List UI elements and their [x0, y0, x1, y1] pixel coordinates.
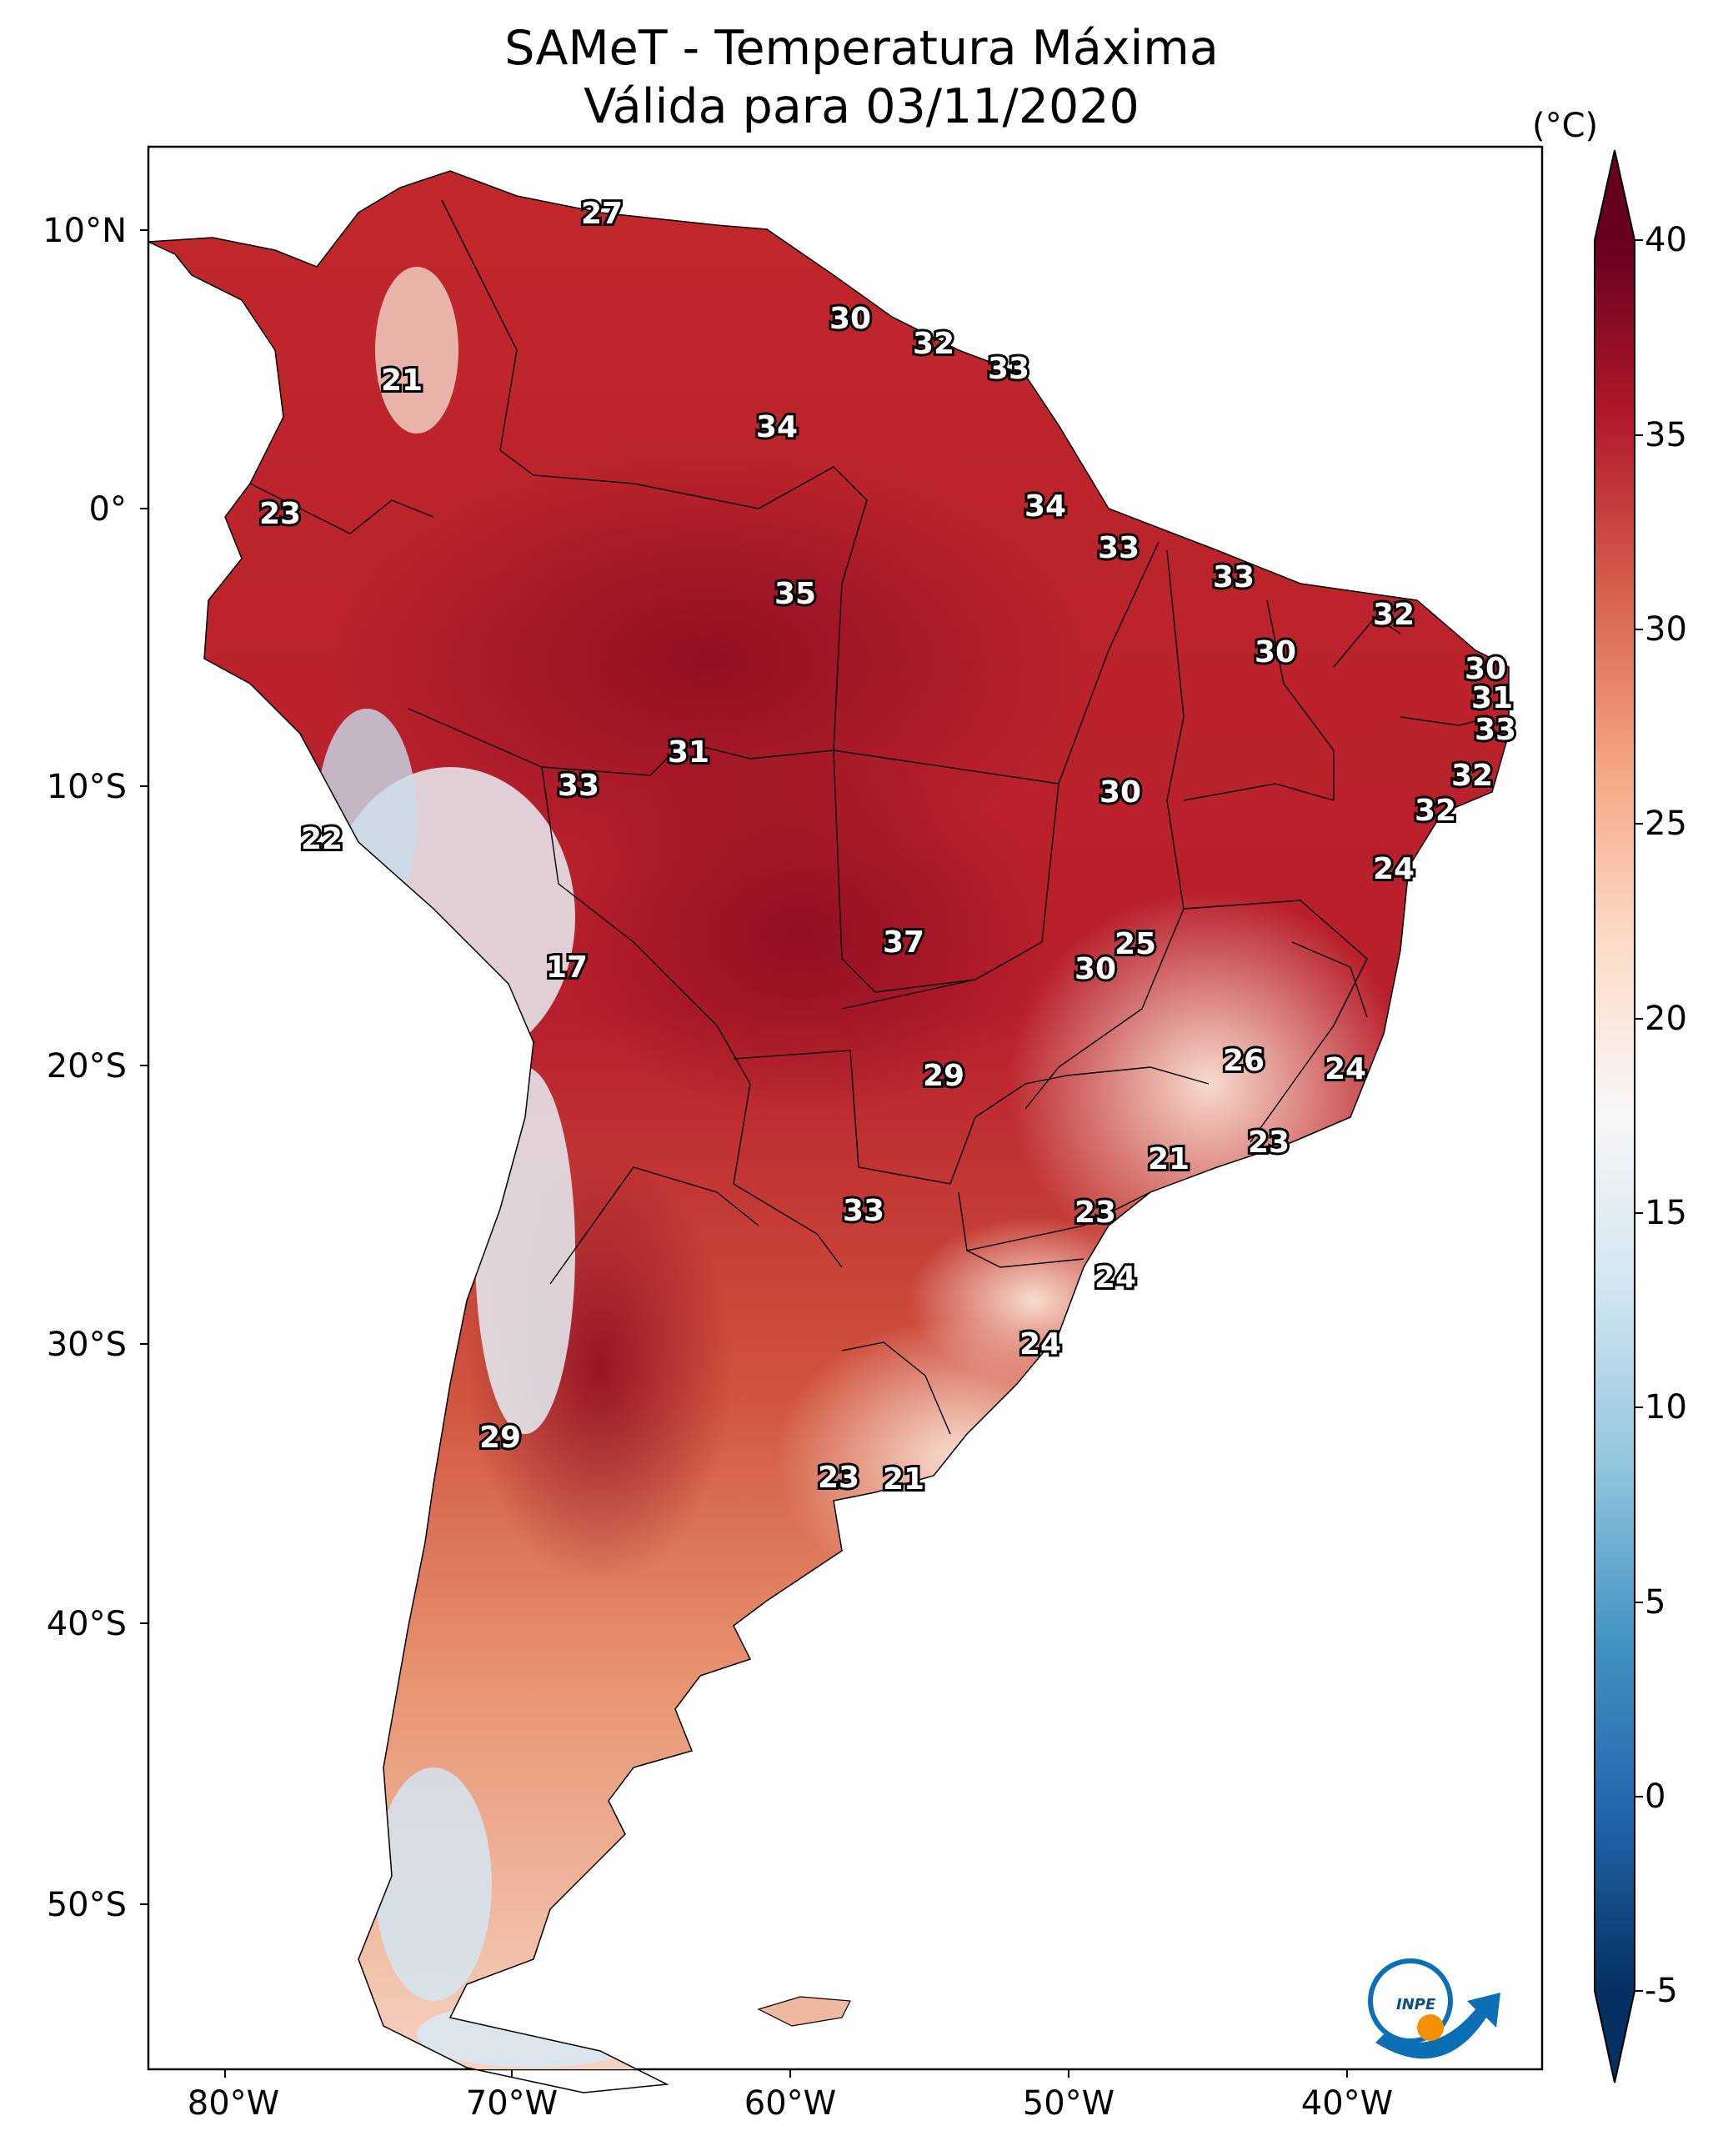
station-label: 24 [1373, 852, 1415, 886]
falkland-islands [757, 1996, 851, 2027]
lat-label-50s: 50°S [46, 1886, 127, 1924]
colorbar-tick-25: 25 [1645, 805, 1687, 843]
colorbar-tick-40: 40 [1645, 221, 1687, 259]
lat-label-0: 0° [88, 490, 127, 529]
station-label: 33 [1475, 713, 1516, 747]
lon-label-40w: 40°W [1300, 2084, 1394, 2123]
colorbar-tick-marks [1635, 239, 1643, 1992]
lon-label-80w: 80°W [187, 2084, 280, 2123]
colorbar-top-arrow [1595, 150, 1635, 240]
station-label: 34 [756, 410, 798, 444]
station-label: 30 [1255, 635, 1296, 669]
colorbar-tick-10: 10 [1645, 1388, 1687, 1426]
station-label: 24 [1019, 1327, 1061, 1361]
station-label: 26 [1223, 1044, 1265, 1078]
station-label: 32 [1373, 598, 1415, 632]
station-label: 21 [1148, 1142, 1190, 1176]
station-label: 33 [988, 352, 1029, 386]
lat-label-40s: 40°S [46, 1605, 127, 1643]
axis-tick-marks [140, 229, 1348, 2078]
station-label: 23 [818, 1461, 859, 1495]
station-label: 32 [1415, 794, 1456, 828]
inpe-logo: INPE [1368, 1958, 1500, 2059]
lon-label-50w: 50°W [1022, 2084, 1115, 2123]
station-label: 29 [923, 1059, 964, 1093]
colorbar-tick-35: 35 [1645, 416, 1687, 454]
station-label: 22 [301, 822, 343, 856]
inpe-logo-text: INPE [1396, 1996, 1436, 2013]
colorbar-bar [1595, 240, 1635, 1991]
station-label: 32 [1451, 759, 1493, 793]
station-label: 29 [479, 1421, 521, 1455]
station-label: 31 [668, 735, 709, 770]
station-label: 21 [883, 1462, 924, 1497]
lat-label-20s: 20°S [46, 1047, 127, 1086]
station-label: 24 [1094, 1261, 1136, 1295]
station-label: 24 [1325, 1052, 1366, 1086]
station-label: 33 [558, 769, 599, 803]
station-label: 35 [774, 577, 816, 611]
lat-label-10n: 10°N [43, 212, 127, 250]
station-label: 33 [1098, 531, 1139, 565]
station-label: 25 [1114, 927, 1156, 961]
station-label: 34 [1024, 489, 1066, 524]
colorbar-tick-15: 15 [1645, 1194, 1687, 1232]
station-label: 17 [546, 950, 588, 985]
station-label: 30 [829, 302, 871, 336]
chart-subtitle: Válida para 03/11/2020 [584, 79, 1139, 134]
station-label: 37 [883, 925, 924, 960]
lon-label-70w: 70°W [465, 2084, 558, 2123]
colorbar-tick-minus5: -5 [1645, 1972, 1678, 2010]
lat-label-30s: 30°S [46, 1326, 127, 1364]
colorbar-unit: (°C) [1532, 107, 1599, 145]
station-label: 23 [259, 497, 301, 531]
political-borders [249, 199, 1493, 1435]
colorbar-tick-20: 20 [1645, 1000, 1687, 1038]
colorbar-bottom-arrow [1595, 1991, 1635, 2083]
station-label: 30 [1099, 775, 1141, 810]
station-label: 23 [1074, 1196, 1116, 1230]
station-label: 32 [913, 327, 954, 361]
station-label: 23 [1248, 1126, 1290, 1160]
station-label: 30 [1465, 652, 1506, 686]
station-label: 30 [1074, 952, 1116, 986]
chart-title: SAMeT - Temperatura Máxima [504, 21, 1219, 76]
station-label: 33 [1213, 560, 1255, 594]
lon-label-60w: 60°W [744, 2084, 837, 2123]
colorbar-tick-5: 5 [1645, 1583, 1666, 1622]
station-label: 21 [381, 364, 423, 398]
colorbar-tick-30: 30 [1645, 610, 1687, 649]
station-label: 33 [843, 1194, 884, 1228]
colorbar-tick-0: 0 [1645, 1777, 1666, 1816]
lat-label-10s: 10°S [46, 768, 127, 806]
colorbar [1594, 149, 1643, 2083]
station-label: 27 [581, 197, 623, 231]
station-labels: 27 21 23 30 32 33 34 34 35 33 33 32 30 3… [257, 194, 1519, 1499]
station-label: 31 [1471, 681, 1513, 715]
coastline [148, 170, 1510, 2093]
